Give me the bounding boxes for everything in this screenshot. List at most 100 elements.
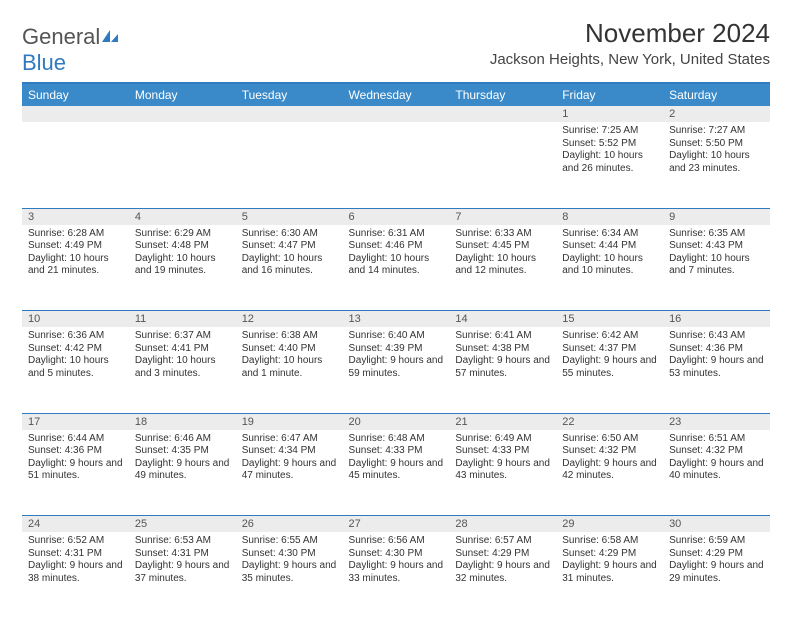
daynum-cell: 5: [236, 208, 343, 225]
daylight-text: Daylight: 9 hours and 42 minutes.: [562, 458, 657, 483]
sunset-text: Sunset: 4:34 PM: [242, 445, 337, 458]
sunrise-text: Sunrise: 6:47 AM: [242, 433, 337, 446]
day-header: Saturday: [663, 84, 770, 106]
sunset-text: Sunset: 4:31 PM: [28, 548, 123, 561]
sunset-text: Sunset: 4:45 PM: [455, 240, 550, 253]
daylight-text: Daylight: 9 hours and 43 minutes.: [455, 458, 550, 483]
sunset-text: Sunset: 4:31 PM: [135, 548, 230, 561]
daynum-cell: [343, 106, 450, 122]
detail-cell: Sunrise: 7:27 AMSunset: 5:50 PMDaylight:…: [663, 122, 770, 208]
logo-word2: Blue: [22, 50, 66, 75]
day-header: Thursday: [449, 84, 556, 106]
daynum-cell: 12: [236, 311, 343, 328]
detail-cell: Sunrise: 6:48 AMSunset: 4:33 PMDaylight:…: [343, 430, 450, 516]
sunset-text: Sunset: 4:43 PM: [669, 240, 764, 253]
daylight-text: Daylight: 9 hours and 31 minutes.: [562, 560, 657, 585]
detail-row: Sunrise: 6:36 AMSunset: 4:42 PMDaylight:…: [22, 327, 770, 413]
day-header: Tuesday: [236, 84, 343, 106]
daynum-cell: 14: [449, 311, 556, 328]
daylight-text: Daylight: 10 hours and 16 minutes.: [242, 253, 337, 278]
detail-cell: Sunrise: 6:53 AMSunset: 4:31 PMDaylight:…: [129, 532, 236, 618]
detail-row: Sunrise: 6:28 AMSunset: 4:49 PMDaylight:…: [22, 225, 770, 311]
sunset-text: Sunset: 5:52 PM: [562, 138, 657, 151]
sunset-text: Sunset: 4:30 PM: [242, 548, 337, 561]
day-header-row: Sunday Monday Tuesday Wednesday Thursday…: [22, 84, 770, 106]
calendar-table: Sunday Monday Tuesday Wednesday Thursday…: [22, 84, 770, 618]
sunset-text: Sunset: 4:29 PM: [455, 548, 550, 561]
detail-cell: Sunrise: 6:34 AMSunset: 4:44 PMDaylight:…: [556, 225, 663, 311]
logo-word1: General: [22, 24, 100, 49]
detail-cell: [236, 122, 343, 208]
sunset-text: Sunset: 4:44 PM: [562, 240, 657, 253]
daynum-row: 12: [22, 106, 770, 122]
detail-cell: Sunrise: 6:44 AMSunset: 4:36 PMDaylight:…: [22, 430, 129, 516]
sunrise-text: Sunrise: 6:53 AM: [135, 535, 230, 548]
daylight-text: Daylight: 10 hours and 1 minute.: [242, 355, 337, 380]
sunset-text: Sunset: 4:35 PM: [135, 445, 230, 458]
daynum-cell: 4: [129, 208, 236, 225]
sunrise-text: Sunrise: 7:27 AM: [669, 125, 764, 138]
sunrise-text: Sunrise: 6:30 AM: [242, 228, 337, 241]
daynum-cell: 24: [22, 516, 129, 533]
sunrise-text: Sunrise: 6:55 AM: [242, 535, 337, 548]
detail-cell: [22, 122, 129, 208]
detail-cell: [343, 122, 450, 208]
daynum-cell: 15: [556, 311, 663, 328]
daynum-cell: 7: [449, 208, 556, 225]
month-title: November 2024: [490, 18, 770, 49]
daynum-cell: [449, 106, 556, 122]
detail-cell: Sunrise: 6:50 AMSunset: 4:32 PMDaylight:…: [556, 430, 663, 516]
sunrise-text: Sunrise: 6:38 AM: [242, 330, 337, 343]
daylight-text: Daylight: 9 hours and 57 minutes.: [455, 355, 550, 380]
sunrise-text: Sunrise: 6:34 AM: [562, 228, 657, 241]
sunset-text: Sunset: 4:32 PM: [562, 445, 657, 458]
sunrise-text: Sunrise: 6:43 AM: [669, 330, 764, 343]
sunset-text: Sunset: 4:41 PM: [135, 343, 230, 356]
sunrise-text: Sunrise: 6:58 AM: [562, 535, 657, 548]
daynum-cell: [129, 106, 236, 122]
sunrise-text: Sunrise: 6:41 AM: [455, 330, 550, 343]
sunset-text: Sunset: 4:46 PM: [349, 240, 444, 253]
detail-cell: Sunrise: 6:46 AMSunset: 4:35 PMDaylight:…: [129, 430, 236, 516]
sunset-text: Sunset: 4:30 PM: [349, 548, 444, 561]
detail-cell: Sunrise: 6:49 AMSunset: 4:33 PMDaylight:…: [449, 430, 556, 516]
sunrise-text: Sunrise: 6:49 AM: [455, 433, 550, 446]
daynum-cell: 2: [663, 106, 770, 122]
title-block: November 2024 Jackson Heights, New York,…: [490, 18, 770, 68]
daylight-text: Daylight: 9 hours and 37 minutes.: [135, 560, 230, 585]
daylight-text: Daylight: 9 hours and 38 minutes.: [28, 560, 123, 585]
day-header: Monday: [129, 84, 236, 106]
detail-cell: Sunrise: 6:57 AMSunset: 4:29 PMDaylight:…: [449, 532, 556, 618]
sunrise-text: Sunrise: 6:51 AM: [669, 433, 764, 446]
daynum-cell: 16: [663, 311, 770, 328]
detail-cell: Sunrise: 6:40 AMSunset: 4:39 PMDaylight:…: [343, 327, 450, 413]
daylight-text: Daylight: 9 hours and 47 minutes.: [242, 458, 337, 483]
sunrise-text: Sunrise: 6:48 AM: [349, 433, 444, 446]
detail-cell: Sunrise: 6:30 AMSunset: 4:47 PMDaylight:…: [236, 225, 343, 311]
daylight-text: Daylight: 10 hours and 23 minutes.: [669, 150, 764, 175]
daynum-cell: 30: [663, 516, 770, 533]
sunrise-text: Sunrise: 6:57 AM: [455, 535, 550, 548]
daynum-cell: 1: [556, 106, 663, 122]
detail-cell: Sunrise: 6:29 AMSunset: 4:48 PMDaylight:…: [129, 225, 236, 311]
daynum-cell: 22: [556, 413, 663, 430]
daynum-row: 3456789: [22, 208, 770, 225]
day-header: Wednesday: [343, 84, 450, 106]
detail-cell: Sunrise: 6:55 AMSunset: 4:30 PMDaylight:…: [236, 532, 343, 618]
daylight-text: Daylight: 10 hours and 10 minutes.: [562, 253, 657, 278]
logo-sail-icon: [100, 24, 120, 50]
detail-cell: [129, 122, 236, 208]
daynum-cell: 23: [663, 413, 770, 430]
sunrise-text: Sunrise: 7:25 AM: [562, 125, 657, 138]
sunrise-text: Sunrise: 6:31 AM: [349, 228, 444, 241]
day-header: Friday: [556, 84, 663, 106]
detail-cell: Sunrise: 7:25 AMSunset: 5:52 PMDaylight:…: [556, 122, 663, 208]
daylight-text: Daylight: 9 hours and 35 minutes.: [242, 560, 337, 585]
daynum-cell: [236, 106, 343, 122]
detail-cell: Sunrise: 6:31 AMSunset: 4:46 PMDaylight:…: [343, 225, 450, 311]
daynum-cell: 8: [556, 208, 663, 225]
detail-cell: Sunrise: 6:37 AMSunset: 4:41 PMDaylight:…: [129, 327, 236, 413]
daylight-text: Daylight: 9 hours and 49 minutes.: [135, 458, 230, 483]
sunset-text: Sunset: 4:36 PM: [669, 343, 764, 356]
daylight-text: Daylight: 9 hours and 53 minutes.: [669, 355, 764, 380]
